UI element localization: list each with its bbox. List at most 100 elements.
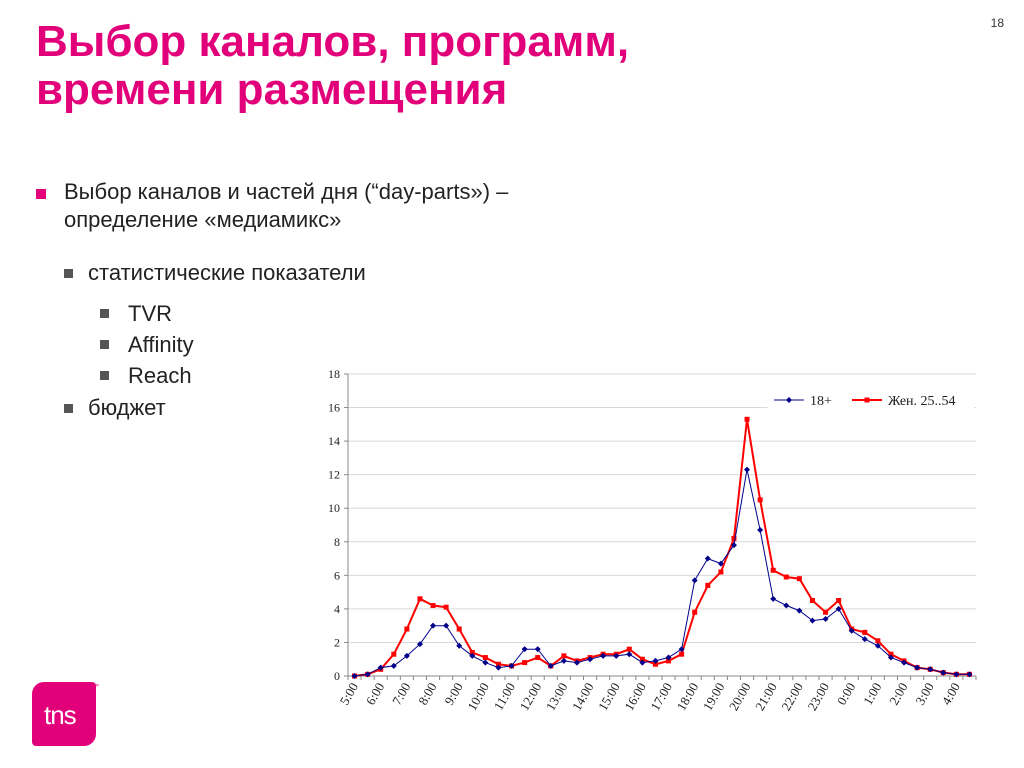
bullet-square-icon xyxy=(100,340,109,349)
data-point-square xyxy=(783,574,789,580)
y-tick-label: 10 xyxy=(328,501,340,515)
data-point-diamond xyxy=(796,607,803,614)
x-tick-label: 20:00 xyxy=(726,680,754,713)
data-point-diamond xyxy=(430,622,437,629)
data-point-square xyxy=(495,661,501,667)
data-point-square xyxy=(809,598,815,603)
data-point-square xyxy=(796,576,802,582)
data-point-square xyxy=(561,653,567,659)
data-point-square xyxy=(482,655,488,661)
x-tick-label: 0:00 xyxy=(834,680,859,708)
metric-item: TVR xyxy=(36,298,676,329)
x-tick-label: 10:00 xyxy=(464,680,492,713)
bullet-list: Выбор каналов и частей дня (“day-parts»)… xyxy=(36,178,676,421)
data-point-square xyxy=(705,582,711,588)
data-point-diamond xyxy=(443,622,450,629)
data-point-diamond xyxy=(848,627,855,634)
data-point-square xyxy=(652,661,658,667)
data-point-diamond xyxy=(613,652,620,659)
data-point-diamond xyxy=(390,662,397,669)
legend-label: Жен. 25..54 xyxy=(888,394,956,409)
series-line xyxy=(354,469,970,677)
data-point-diamond xyxy=(534,646,541,653)
y-tick-label: 18 xyxy=(328,367,340,381)
data-point-diamond xyxy=(377,664,384,671)
data-point-diamond xyxy=(416,641,423,648)
metric-label: TVR xyxy=(128,301,172,326)
x-tick-label: 12:00 xyxy=(517,680,545,713)
data-point-diamond xyxy=(704,555,711,562)
x-tick-label: 6:00 xyxy=(363,680,388,708)
x-tick-label: 2:00 xyxy=(886,680,911,708)
bullet-square-icon xyxy=(36,189,46,199)
y-tick-label: 8 xyxy=(334,535,340,549)
x-tick-label: 11:00 xyxy=(491,680,519,713)
metric-label: Affinity xyxy=(128,332,194,357)
data-point-diamond xyxy=(901,659,908,666)
data-point-diamond xyxy=(744,466,751,473)
slide-title: Выбор каналов, программ, времени размеще… xyxy=(36,18,936,114)
data-point-diamond xyxy=(665,654,672,661)
main-bullet-line-2: определение «медиамикс» xyxy=(64,207,342,232)
legend-label: 18+ xyxy=(810,394,832,409)
data-point-square xyxy=(823,609,829,615)
data-point-square xyxy=(770,567,776,573)
data-point-diamond xyxy=(966,671,973,678)
y-tick-label: 16 xyxy=(328,401,340,415)
sub-bullet-statistics-label: статистические показатели xyxy=(88,260,366,285)
data-point-diamond xyxy=(364,671,371,678)
data-point-diamond xyxy=(717,560,724,567)
x-tick-label: 8:00 xyxy=(415,680,440,708)
data-point-square xyxy=(626,646,632,652)
metrics-list: TVR Affinity Reach xyxy=(36,298,676,391)
data-point-square xyxy=(692,609,698,615)
x-tick-label: 16:00 xyxy=(621,680,649,713)
data-point-square xyxy=(535,655,541,661)
data-point-square xyxy=(639,656,645,662)
bullet-square-icon xyxy=(64,269,73,278)
legend-marker-diamond xyxy=(786,397,792,403)
data-point-square xyxy=(391,651,397,657)
data-point-square xyxy=(430,603,436,609)
data-point-diamond xyxy=(757,527,764,534)
x-tick-label: 17:00 xyxy=(647,680,675,713)
data-point-diamond xyxy=(456,642,463,649)
data-point-diamond xyxy=(652,657,659,664)
data-point-diamond xyxy=(521,646,528,653)
data-point-square xyxy=(757,497,763,503)
page-number: 18 xyxy=(990,16,1004,30)
logo-trademark: ™ xyxy=(93,684,99,690)
data-point-diamond xyxy=(940,669,947,676)
y-tick-label: 12 xyxy=(328,468,340,482)
metric-item: Reach xyxy=(36,360,676,391)
data-point-square xyxy=(469,650,475,656)
y-tick-label: 14 xyxy=(328,434,340,448)
data-point-square xyxy=(836,598,842,603)
line-chart-svg: 0 2 4 6 8 10 12 14 16 18 5:00 6:00 7:00 8:00 9:0010:00… xyxy=(328,367,977,713)
logo-text: tns xyxy=(44,700,77,730)
data-point-diamond xyxy=(469,652,476,659)
data-point-square xyxy=(731,535,737,541)
title-line-1: Выбор каналов, программ, xyxy=(36,17,630,66)
data-point-diamond xyxy=(573,659,580,666)
data-point-diamond xyxy=(587,656,594,663)
main-bullet: Выбор каналов и частей дня (“day-parts»)… xyxy=(36,178,676,234)
sub-bullet-budget-label: бюджет xyxy=(88,395,166,420)
x-tick-label: 3:00 xyxy=(912,680,937,708)
x-tick-label: 5:00 xyxy=(337,680,362,708)
x-tick-label: 18:00 xyxy=(674,680,702,713)
data-point-square xyxy=(888,651,894,657)
data-point-diamond xyxy=(730,542,737,549)
data-point-diamond xyxy=(403,652,410,659)
data-point-diamond xyxy=(600,652,607,659)
line-chart: 0 2 4 6 8 10 12 14 16 18 5:00 6:00 7:00 8:00 9:00 10:00… xyxy=(300,360,990,760)
data-point-diamond xyxy=(547,662,554,669)
data-point-diamond xyxy=(495,664,502,671)
data-point-diamond xyxy=(835,605,842,612)
bullet-square-icon xyxy=(100,309,109,318)
data-point-square xyxy=(417,596,423,602)
data-point-diamond xyxy=(914,664,921,671)
x-tick-label: 1:00 xyxy=(860,680,885,708)
data-point-diamond xyxy=(482,659,489,666)
x-tick-label: 13:00 xyxy=(543,680,571,713)
